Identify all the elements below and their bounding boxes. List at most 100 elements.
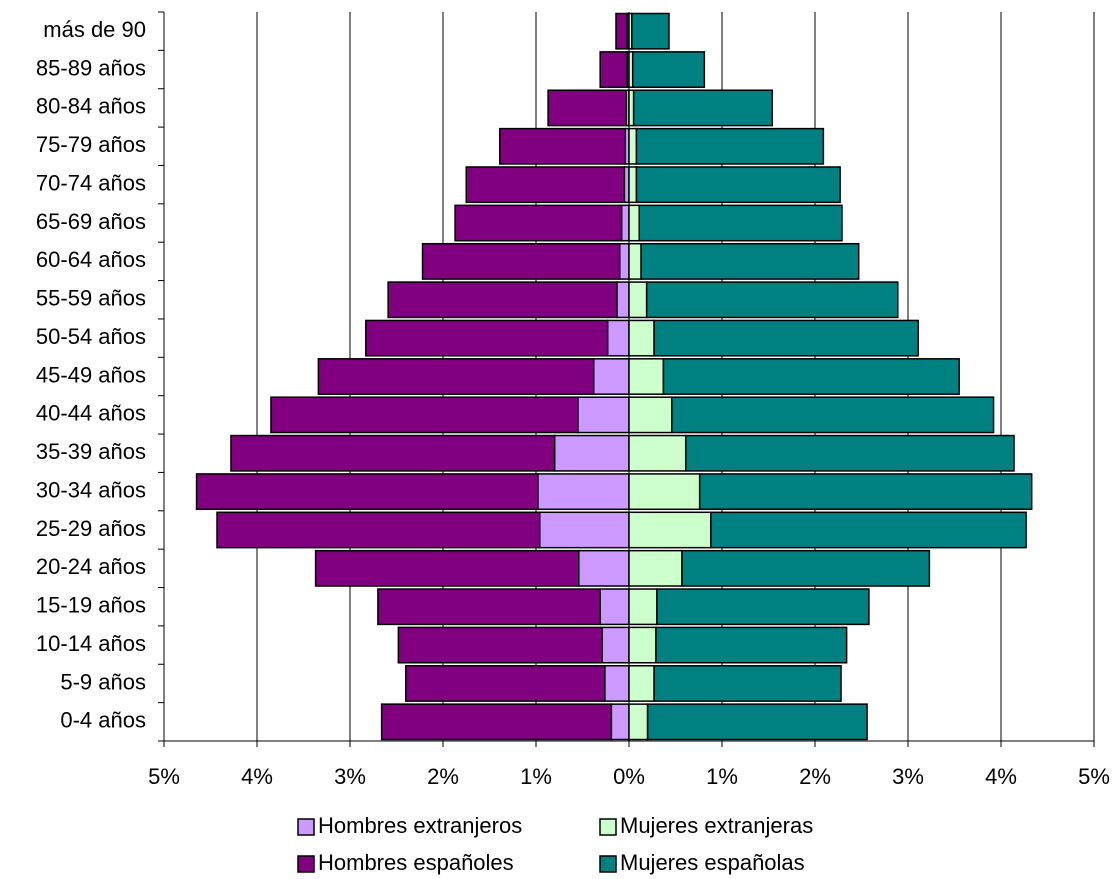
bar xyxy=(646,703,868,741)
bar xyxy=(681,549,931,587)
bar xyxy=(216,511,541,549)
legend-label: Hombres extranjeros xyxy=(318,813,522,838)
bar xyxy=(632,89,773,127)
x-tick-label: 0% xyxy=(613,764,645,789)
bar xyxy=(620,204,630,242)
bar xyxy=(653,319,919,357)
legend-label: Hombres españoles xyxy=(318,850,514,875)
bar xyxy=(628,358,665,395)
bar xyxy=(628,473,701,511)
bar xyxy=(684,434,1015,472)
bar xyxy=(628,511,712,549)
bar xyxy=(662,358,960,395)
y-tick-label: 10-14 años xyxy=(36,631,146,656)
bar xyxy=(553,434,630,472)
bar xyxy=(615,12,628,50)
bar xyxy=(380,703,613,741)
bar xyxy=(628,588,658,626)
y-tick-label: 70-74 años xyxy=(36,170,146,195)
bar xyxy=(317,358,595,395)
y-tick-label: 20-24 años xyxy=(36,554,146,579)
bar xyxy=(710,511,1027,549)
bar xyxy=(640,242,860,280)
bar xyxy=(628,703,649,741)
y-tick-label: 75-79 años xyxy=(36,132,146,157)
bar xyxy=(578,549,630,587)
y-tick-label: más de 90 xyxy=(43,17,146,42)
y-tick-label: 50-54 años xyxy=(36,324,146,349)
bar xyxy=(195,473,539,511)
x-tick-label: 4% xyxy=(241,764,273,789)
legend-swatch xyxy=(599,818,617,836)
bar xyxy=(635,166,841,204)
bar xyxy=(628,434,687,472)
bar xyxy=(606,319,630,357)
x-tick-label: 5% xyxy=(148,764,180,789)
legend-label: Mujeres españolas xyxy=(620,850,805,875)
bar xyxy=(454,204,623,242)
x-tick-label: 5% xyxy=(1078,764,1110,789)
bar xyxy=(314,549,580,587)
bar xyxy=(628,626,657,664)
y-tick-label: 55-59 años xyxy=(36,286,146,311)
bar xyxy=(547,89,627,127)
bar xyxy=(270,396,579,434)
bar xyxy=(628,204,640,242)
bar xyxy=(645,281,899,319)
bar xyxy=(628,281,648,319)
y-tick-label: 30-34 años xyxy=(36,477,146,502)
bar xyxy=(601,626,630,664)
y-tick-label: 0-4 años xyxy=(60,708,146,733)
bar xyxy=(599,588,630,626)
bar xyxy=(653,665,842,702)
bar xyxy=(377,588,601,626)
bar xyxy=(599,51,628,88)
legend-label: Mujeres extranjeras xyxy=(620,813,813,838)
bar xyxy=(628,127,638,165)
y-tick-label: 25-29 años xyxy=(36,516,146,541)
bar xyxy=(405,665,606,702)
bar xyxy=(635,127,825,165)
legend-swatch xyxy=(297,855,315,873)
bar xyxy=(387,281,618,319)
x-tick-label: 3% xyxy=(334,764,366,789)
y-tick-label: 35-39 años xyxy=(36,439,146,464)
y-tick-label: 15-19 años xyxy=(36,593,146,618)
y-tick-label: 40-44 años xyxy=(36,401,146,426)
bar xyxy=(610,703,630,741)
y-tick-label: 65-69 años xyxy=(36,209,146,234)
y-tick-label: 45-49 años xyxy=(36,362,146,387)
bar xyxy=(421,242,621,280)
bar xyxy=(631,12,670,50)
bar xyxy=(618,242,630,280)
x-tick-label: 1% xyxy=(520,764,552,789)
y-tick-label: 80-84 años xyxy=(36,94,146,119)
bar xyxy=(592,358,630,395)
bar xyxy=(671,396,995,434)
bar xyxy=(631,51,706,88)
bar xyxy=(498,127,627,165)
bar xyxy=(538,511,630,549)
legend-swatch xyxy=(599,855,617,873)
bar xyxy=(604,665,630,702)
x-tick-label: 2% xyxy=(427,764,459,789)
bar xyxy=(628,665,655,702)
y-tick-label: 5-9 años xyxy=(60,669,146,694)
bar xyxy=(656,588,870,626)
bar xyxy=(397,626,603,664)
x-tick-label: 4% xyxy=(985,764,1017,789)
x-tick-label: 1% xyxy=(706,764,738,789)
bar xyxy=(365,319,609,357)
x-tick-label: 3% xyxy=(892,764,924,789)
bar xyxy=(698,473,1033,511)
legend-swatch xyxy=(297,818,315,836)
y-tick-label: 60-64 años xyxy=(36,247,146,272)
bar xyxy=(638,204,843,242)
bar xyxy=(628,319,655,357)
bar xyxy=(616,281,630,319)
bar xyxy=(230,434,556,472)
bar xyxy=(577,396,630,434)
bar xyxy=(628,242,642,280)
bar xyxy=(465,166,626,204)
